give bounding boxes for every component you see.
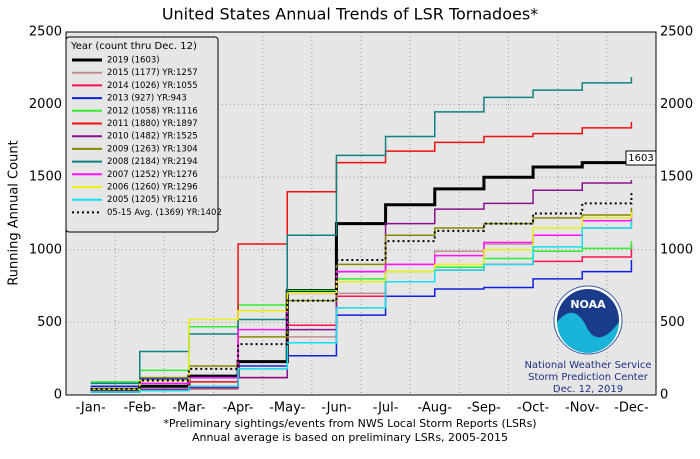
legend-label: 2011 (1880) YR:1897	[107, 119, 198, 129]
legend-label: 2006 (1260) YR:1296	[107, 183, 198, 193]
legend-label: 2015 (1177) YR:1257	[107, 68, 198, 78]
x-tick-label: -Dec-	[614, 401, 649, 416]
y-tick-label-right: 2000	[660, 97, 693, 112]
x-tick-label: -Jul-	[373, 401, 399, 416]
legend-label: 2014 (1026) YR:1055	[107, 81, 198, 91]
chart-title: United States Annual Trends of LSR Torna…	[162, 5, 538, 24]
x-tick-label: -Oct-	[517, 401, 550, 416]
y-tick-label-right: 0	[660, 388, 668, 403]
y-tick-label-right: 1000	[660, 242, 693, 257]
legend-label: 2012 (1058) YR:1116	[107, 106, 198, 116]
x-tick-label: -Jan-	[76, 401, 106, 416]
footnote: *Preliminary sightings/events from NWS L…	[163, 417, 536, 430]
legend-label: 2019 (1603)	[107, 56, 160, 66]
y-tick-label: 1000	[29, 242, 62, 257]
legend-label: 2010 (1482) YR:1525	[107, 132, 198, 142]
legend-box	[65, 36, 219, 233]
noaa-logo: NOAA	[553, 285, 623, 355]
annotation: 1603	[628, 153, 653, 164]
y-tick-label-right: 500	[660, 315, 685, 330]
y-tick-label: 1500	[29, 170, 62, 185]
y-axis-label: Running Annual Count	[7, 140, 22, 285]
series-line	[90, 220, 633, 393]
x-tick-label: -May-	[269, 401, 305, 416]
x-tick-label: -Aug-	[418, 401, 453, 416]
agency-text: Dec. 12, 2019	[553, 384, 623, 395]
y-tick-label: 2500	[29, 25, 62, 40]
legend-title: Year (count thru Dec. 12)	[70, 41, 197, 52]
footnote: Annual average is based on preliminary L…	[192, 431, 508, 444]
annotation-box	[625, 150, 657, 166]
agency-text: Storm Prediction Center	[528, 372, 649, 383]
legend-label: 2009 (1263) YR:1304	[107, 144, 198, 154]
legend-label: 2007 (1252) YR:1276	[107, 170, 198, 180]
x-tick-label: -Jun-	[321, 401, 352, 416]
legend: Year (count thru Dec. 12) 2019 (1603) 201…	[65, 36, 222, 233]
logo-text: NOAA	[570, 298, 606, 311]
x-tick-label: -Feb-	[124, 401, 157, 416]
y-tick-label: 0	[54, 388, 62, 403]
x-tick-label: -Apr-	[223, 401, 254, 416]
legend-label: 2005 (1205) YR:1216	[107, 195, 198, 205]
x-tick-label: -Nov-	[565, 401, 600, 416]
x-tick-label: -Sep-	[467, 401, 501, 416]
legend-label: 2008 (2184) YR:2194	[107, 157, 198, 167]
legend-label: 2013 (927) YR:943	[107, 94, 187, 104]
series-line	[90, 122, 633, 393]
legend-label: 05-15 Avg. (1369) YR:1402	[107, 208, 222, 218]
agency-text: National Weather Service	[524, 360, 651, 371]
logo-wave	[557, 312, 619, 353]
y-tick-label: 2000	[29, 97, 62, 112]
y-tick-label: 500	[37, 315, 62, 330]
y-tick-label-right: 2500	[660, 25, 693, 40]
x-tick-label: -Mar-	[172, 401, 205, 416]
y-tick-label-right: 1500	[660, 170, 693, 185]
